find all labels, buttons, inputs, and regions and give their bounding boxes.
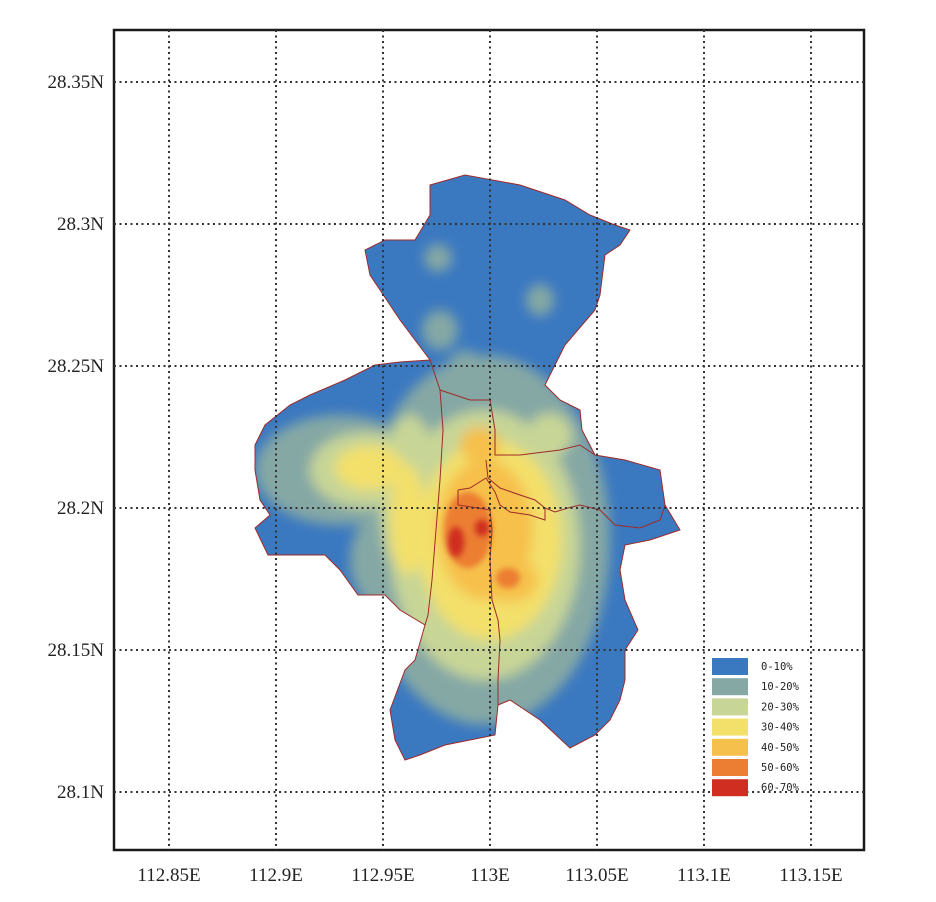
zone-30-40-west xyxy=(335,446,405,490)
zone-40-50-north xyxy=(460,427,500,463)
legend-swatch xyxy=(712,658,748,675)
y-tick-label: 28.25N xyxy=(48,356,105,377)
legend-label: 10-20% xyxy=(761,681,800,693)
x-tick-label: 113.15E xyxy=(779,865,842,886)
y-tick-label: 28.15N xyxy=(48,640,105,661)
district-line-north xyxy=(439,389,596,456)
district-line-inner xyxy=(457,477,546,521)
zone-10-20-north-a xyxy=(424,244,452,272)
legend-label: 0-10% xyxy=(761,661,793,673)
zone-50-60-south xyxy=(496,568,520,588)
y-tick-label: 28.1N xyxy=(57,782,104,803)
legend-swatch xyxy=(712,759,748,776)
x-axis-labels: 112.85E 112.9E 112.95E 113E 113.05E 113.1E 113… xyxy=(137,865,842,886)
zone-60-70-north xyxy=(474,519,490,537)
legend-swatch xyxy=(712,718,748,736)
zone-10-20-ridge xyxy=(443,350,487,420)
legend-swatch xyxy=(712,738,748,756)
zone-10-20-north-c xyxy=(422,310,458,350)
x-tick-label: 112.9E xyxy=(249,865,303,886)
y-tick-label: 28.35N xyxy=(48,72,105,93)
y-tick-label: 28.3N xyxy=(57,214,104,235)
zone-30-40-midwest xyxy=(390,465,426,575)
zone-10-20-north-b xyxy=(526,284,554,316)
x-tick-label: 113E xyxy=(470,865,509,886)
grid-lines xyxy=(114,30,864,850)
legend: 0-10% 10-20% 20-30% 30-40% 40-50% 50-60% 60-70… xyxy=(712,658,800,797)
legend-swatch xyxy=(712,779,748,797)
y-axis-labels: 28.35N 28.3N 28.25N 28.2N 28.15N 28.1N xyxy=(48,72,105,803)
legend-label: 50-60% xyxy=(761,762,800,774)
legend-label: 20-30% xyxy=(761,701,800,713)
heatmap-hotspots xyxy=(444,492,520,588)
river-boundary xyxy=(424,359,444,626)
legend-label: 30-40% xyxy=(761,722,800,734)
zone-20-30-east xyxy=(528,413,572,457)
legend-swatch xyxy=(712,698,748,716)
y-tick-label: 28.2N xyxy=(57,498,104,519)
district-line-east xyxy=(485,459,666,529)
legend-swatch xyxy=(712,678,748,696)
zone-60-70-center xyxy=(447,526,465,558)
x-tick-label: 112.85E xyxy=(137,865,200,886)
region-outline xyxy=(254,174,681,761)
x-tick-label: 112.95E xyxy=(351,865,414,886)
legend-label: 40-50% xyxy=(761,742,800,754)
x-tick-label: 113.1E xyxy=(677,865,731,886)
legend-label: 60-70% xyxy=(761,782,800,794)
x-tick-label: 113.05E xyxy=(565,865,628,886)
